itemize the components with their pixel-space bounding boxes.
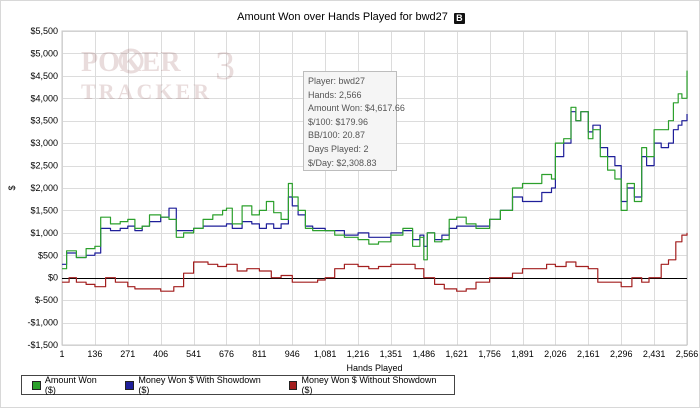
tooltip-line-hands: Hands: 2,566 <box>308 89 362 100</box>
y-tick-label: -$1,000 <box>27 318 58 328</box>
y-axis-label: $ <box>7 185 17 190</box>
x-tick-label: 2,026 <box>544 349 567 359</box>
x-tick-label: 2,431 <box>643 349 666 359</box>
x-tick-label: 676 <box>219 349 234 359</box>
y-tick-label: $1,000 <box>30 228 58 238</box>
y-tick-label: $3,000 <box>30 138 58 148</box>
tick-layer: -$1,500 -$1,000 $-500 $0 $500 $1,000 $1,500 $2,… <box>7 26 698 373</box>
tooltip-line-per-100: $/100: $179.96 <box>308 116 369 127</box>
tooltip-line-per-day: $/Day: $2,308.83 <box>308 157 377 168</box>
x-tick-label: 811 <box>252 349 266 359</box>
x-tick-label: 1,351 <box>380 349 403 359</box>
svg-text:POKER: POKER <box>81 47 181 78</box>
chart-title-row: Amount Won over Hands Played for bwd27 B <box>1 11 700 24</box>
y-tick-label: $-500 <box>35 295 58 305</box>
x-tick-label: 1,486 <box>413 349 436 359</box>
x-axis-label: Hands Played <box>346 363 402 373</box>
y-tick-label: $1,500 <box>30 205 58 215</box>
x-tick-label: 136 <box>87 349 102 359</box>
x-tick-label: 1,756 <box>478 349 501 359</box>
chart-title: Amount Won over Hands Played for bwd27 <box>237 11 448 23</box>
legend-label-without-showdown: Money Won $ Without Showdown ($) <box>301 375 437 395</box>
y-tick-label: $4,500 <box>30 71 58 81</box>
y-tick-label: $0 <box>48 273 58 283</box>
series-layer <box>62 70 688 292</box>
y-tick-label: $500 <box>38 250 58 260</box>
svg-text:3: 3 <box>215 43 235 88</box>
legend-item-amount-won[interactable]: Amount Won ($) <box>32 375 109 395</box>
legend-swatch-with-showdown <box>125 380 135 390</box>
series-line-0 <box>62 70 688 270</box>
tooltip-line-days-played: Days Played: 2 <box>308 143 369 154</box>
tooltip-line-amount-won: Amount Won: $4,617.66 <box>308 103 405 114</box>
y-tick-label: $5,000 <box>30 48 58 58</box>
y-tick-label: $4,000 <box>30 93 58 103</box>
y-tick-label: $2,000 <box>30 183 58 193</box>
y-tick-label: $3,500 <box>30 116 58 126</box>
x-tick-label: 541 <box>186 349 201 359</box>
plot-border <box>61 30 688 346</box>
x-tick-label: 406 <box>153 349 168 359</box>
x-tick-label: 2,161 <box>577 349 600 359</box>
legend-swatch-without-showdown <box>288 380 298 390</box>
x-tick-label: 1,081 <box>314 349 337 359</box>
legend-label-with-showdown: Money Won $ With Showdown ($) <box>138 375 261 395</box>
x-tick-label: 1 <box>59 349 64 359</box>
series-line-2 <box>62 232 688 292</box>
legend-item-without-showdown[interactable]: Money Won $ Without Showdown ($) <box>288 375 448 395</box>
x-tick-label: 1,621 <box>445 349 468 359</box>
x-tick-label: 271 <box>120 349 135 359</box>
tooltip-line-player: Player: bwd27 <box>308 76 366 86</box>
x-tick-label: 1,891 <box>511 349 534 359</box>
legend-item-with-showdown[interactable]: Money Won $ With Showdown ($) <box>125 375 272 395</box>
chart-legend: Amount Won ($) Money Won $ With Showdown… <box>21 375 455 395</box>
x-tick-label: 946 <box>285 349 300 359</box>
y-tick-label: $2,500 <box>30 161 58 171</box>
x-tick-label: 2,296 <box>610 349 633 359</box>
legend-swatch-amount-won <box>32 380 41 390</box>
tooltip-line-bb-per-100: BB/100: 20.87 <box>308 130 366 141</box>
stats-tooltip: Player: bwd27 Hands: 2,566 Amount Won: $… <box>303 71 405 171</box>
legend-label-amount-won: Amount Won ($) <box>44 375 97 395</box>
pokertracker-logo: POKER 3 TRACKER <box>81 43 235 104</box>
y-tick-label: -$1,500 <box>27 340 58 350</box>
axes-layer <box>61 30 688 346</box>
x-tick-label: 1,216 <box>347 349 370 359</box>
player-badge-icon[interactable]: B <box>453 13 465 24</box>
svg-text:TRACKER: TRACKER <box>81 79 212 104</box>
y-tick-label: $5,500 <box>30 26 58 36</box>
x-tick-label: 2,566 <box>676 349 699 359</box>
